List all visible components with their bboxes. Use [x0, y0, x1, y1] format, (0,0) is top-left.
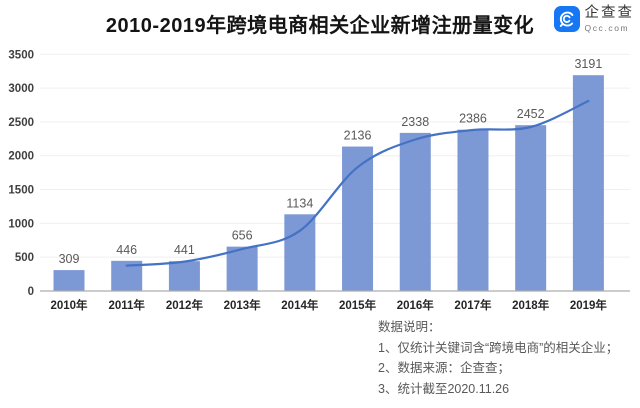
qcc-logo-name: 企查查	[584, 5, 634, 21]
x-tick-label: 2014年	[281, 298, 319, 312]
bar-value-label: 446	[116, 243, 137, 257]
bar	[284, 214, 316, 291]
bar-value-label: 3191	[574, 57, 602, 71]
trend-line	[125, 99, 590, 267]
x-tick-label: 2016年	[397, 298, 435, 312]
bar-value-label: 1134	[286, 196, 313, 210]
bar	[515, 125, 547, 291]
x-tick-label: 2015年	[339, 298, 377, 312]
bar-value-label: 441	[174, 243, 195, 257]
y-tick-label: 3500	[8, 49, 34, 61]
note-line-1: 1、仅统计关键词含“跨境电商”的相关企业；	[378, 340, 619, 355]
x-tick-label: 2012年	[166, 298, 204, 312]
note-line-2: 2、数据来源：企查查；	[378, 361, 510, 375]
x-tick-label: 2019年	[570, 298, 608, 312]
x-tick-label: 2010年	[50, 298, 88, 312]
bar	[572, 75, 604, 291]
y-tick-label: 2500	[8, 117, 34, 129]
chart-title: 2010-2019年跨境电商相关企业新增注册量变化	[105, 15, 535, 37]
notes-title: 数据说明：	[378, 320, 441, 334]
bar-value-label: 2452	[517, 107, 545, 121]
y-tick-label: 1000	[8, 218, 34, 230]
bar	[457, 129, 489, 291]
x-tick-label: 2013年	[224, 298, 262, 312]
y-tick-label: 3000	[8, 83, 34, 95]
bar-value-label: 2136	[344, 129, 372, 143]
x-tick-label: 2018年	[512, 298, 550, 312]
qcc-logo: 企查查 Qcc.com	[553, 5, 635, 33]
y-tick-label: 500	[15, 252, 34, 264]
bar-value-label: 2338	[401, 115, 429, 129]
y-tick-label: 0	[28, 286, 34, 298]
bar	[168, 261, 200, 291]
bar-value-label: 309	[59, 252, 80, 266]
x-tick-label: 2017年	[454, 298, 492, 312]
bar	[226, 246, 258, 291]
qcc-logo-domain: Qcc.com	[584, 22, 630, 33]
bar	[53, 270, 85, 291]
bar-value-label: 2386	[459, 112, 487, 126]
bar	[399, 132, 431, 291]
bar-line-chart: 0 500 1000 1500 2000 2500 3000 3500 2010年 2011年 20…	[8, 49, 630, 312]
y-tick-label: 2000	[8, 151, 34, 163]
note-line-3: 3、统计截至2020.11.26	[378, 381, 510, 396]
qcc-logo-icon	[553, 6, 580, 32]
bar	[342, 146, 374, 291]
y-tick-label: 1500	[8, 185, 34, 197]
data-notes: 数据说明： 1、仅统计关键词含“跨境电商”的相关企业； 2、数据来源：企查查； …	[378, 317, 618, 399]
bar-value-label: 656	[232, 229, 253, 243]
x-tick-label: 2011年	[108, 298, 145, 312]
